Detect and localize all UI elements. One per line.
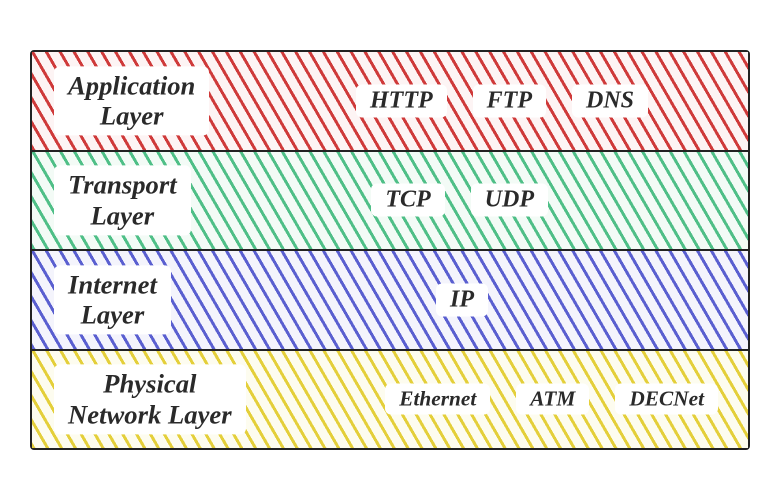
layer-transport: Transport Layer TCP UDP	[32, 150, 748, 250]
protocol-chip: ATM	[516, 384, 589, 415]
layer-name-label: Transport Layer	[54, 166, 191, 235]
layer-content: Transport Layer TCP UDP	[32, 152, 748, 250]
protocol-chip: UDP	[471, 184, 548, 217]
protocol-group: HTTP FTP DNS	[356, 84, 648, 117]
layer-physical: Physical Network Layer Ethernet ATM DECN…	[32, 349, 748, 449]
protocol-group: Ethernet ATM DECNet	[385, 384, 718, 415]
layer-application: Application Layer HTTP FTP DNS	[32, 52, 748, 150]
protocol-chip: FTP	[473, 84, 546, 117]
protocol-chip: HTTP	[356, 84, 447, 117]
protocol-chip: DECNet	[615, 384, 718, 415]
layer-content: Physical Network Layer Ethernet ATM DECN…	[32, 351, 748, 449]
layer-name-label: Application Layer	[54, 66, 209, 135]
layer-content: Internet Layer IP	[32, 251, 748, 349]
protocol-group: IP	[436, 283, 488, 316]
network-layer-stack: Application Layer HTTP FTP DNS Transport…	[30, 50, 750, 450]
protocol-chip: Ethernet	[385, 384, 490, 415]
layer-content: Application Layer HTTP FTP DNS	[32, 52, 748, 150]
layer-name-label: Internet Layer	[54, 265, 171, 334]
protocol-chip: DNS	[572, 84, 648, 117]
protocol-group: TCP UDP	[371, 184, 548, 217]
protocol-chip: TCP	[371, 184, 444, 217]
layer-internet: Internet Layer IP	[32, 249, 748, 349]
protocol-chip: IP	[436, 283, 488, 316]
layer-name-label: Physical Network Layer	[54, 365, 246, 434]
